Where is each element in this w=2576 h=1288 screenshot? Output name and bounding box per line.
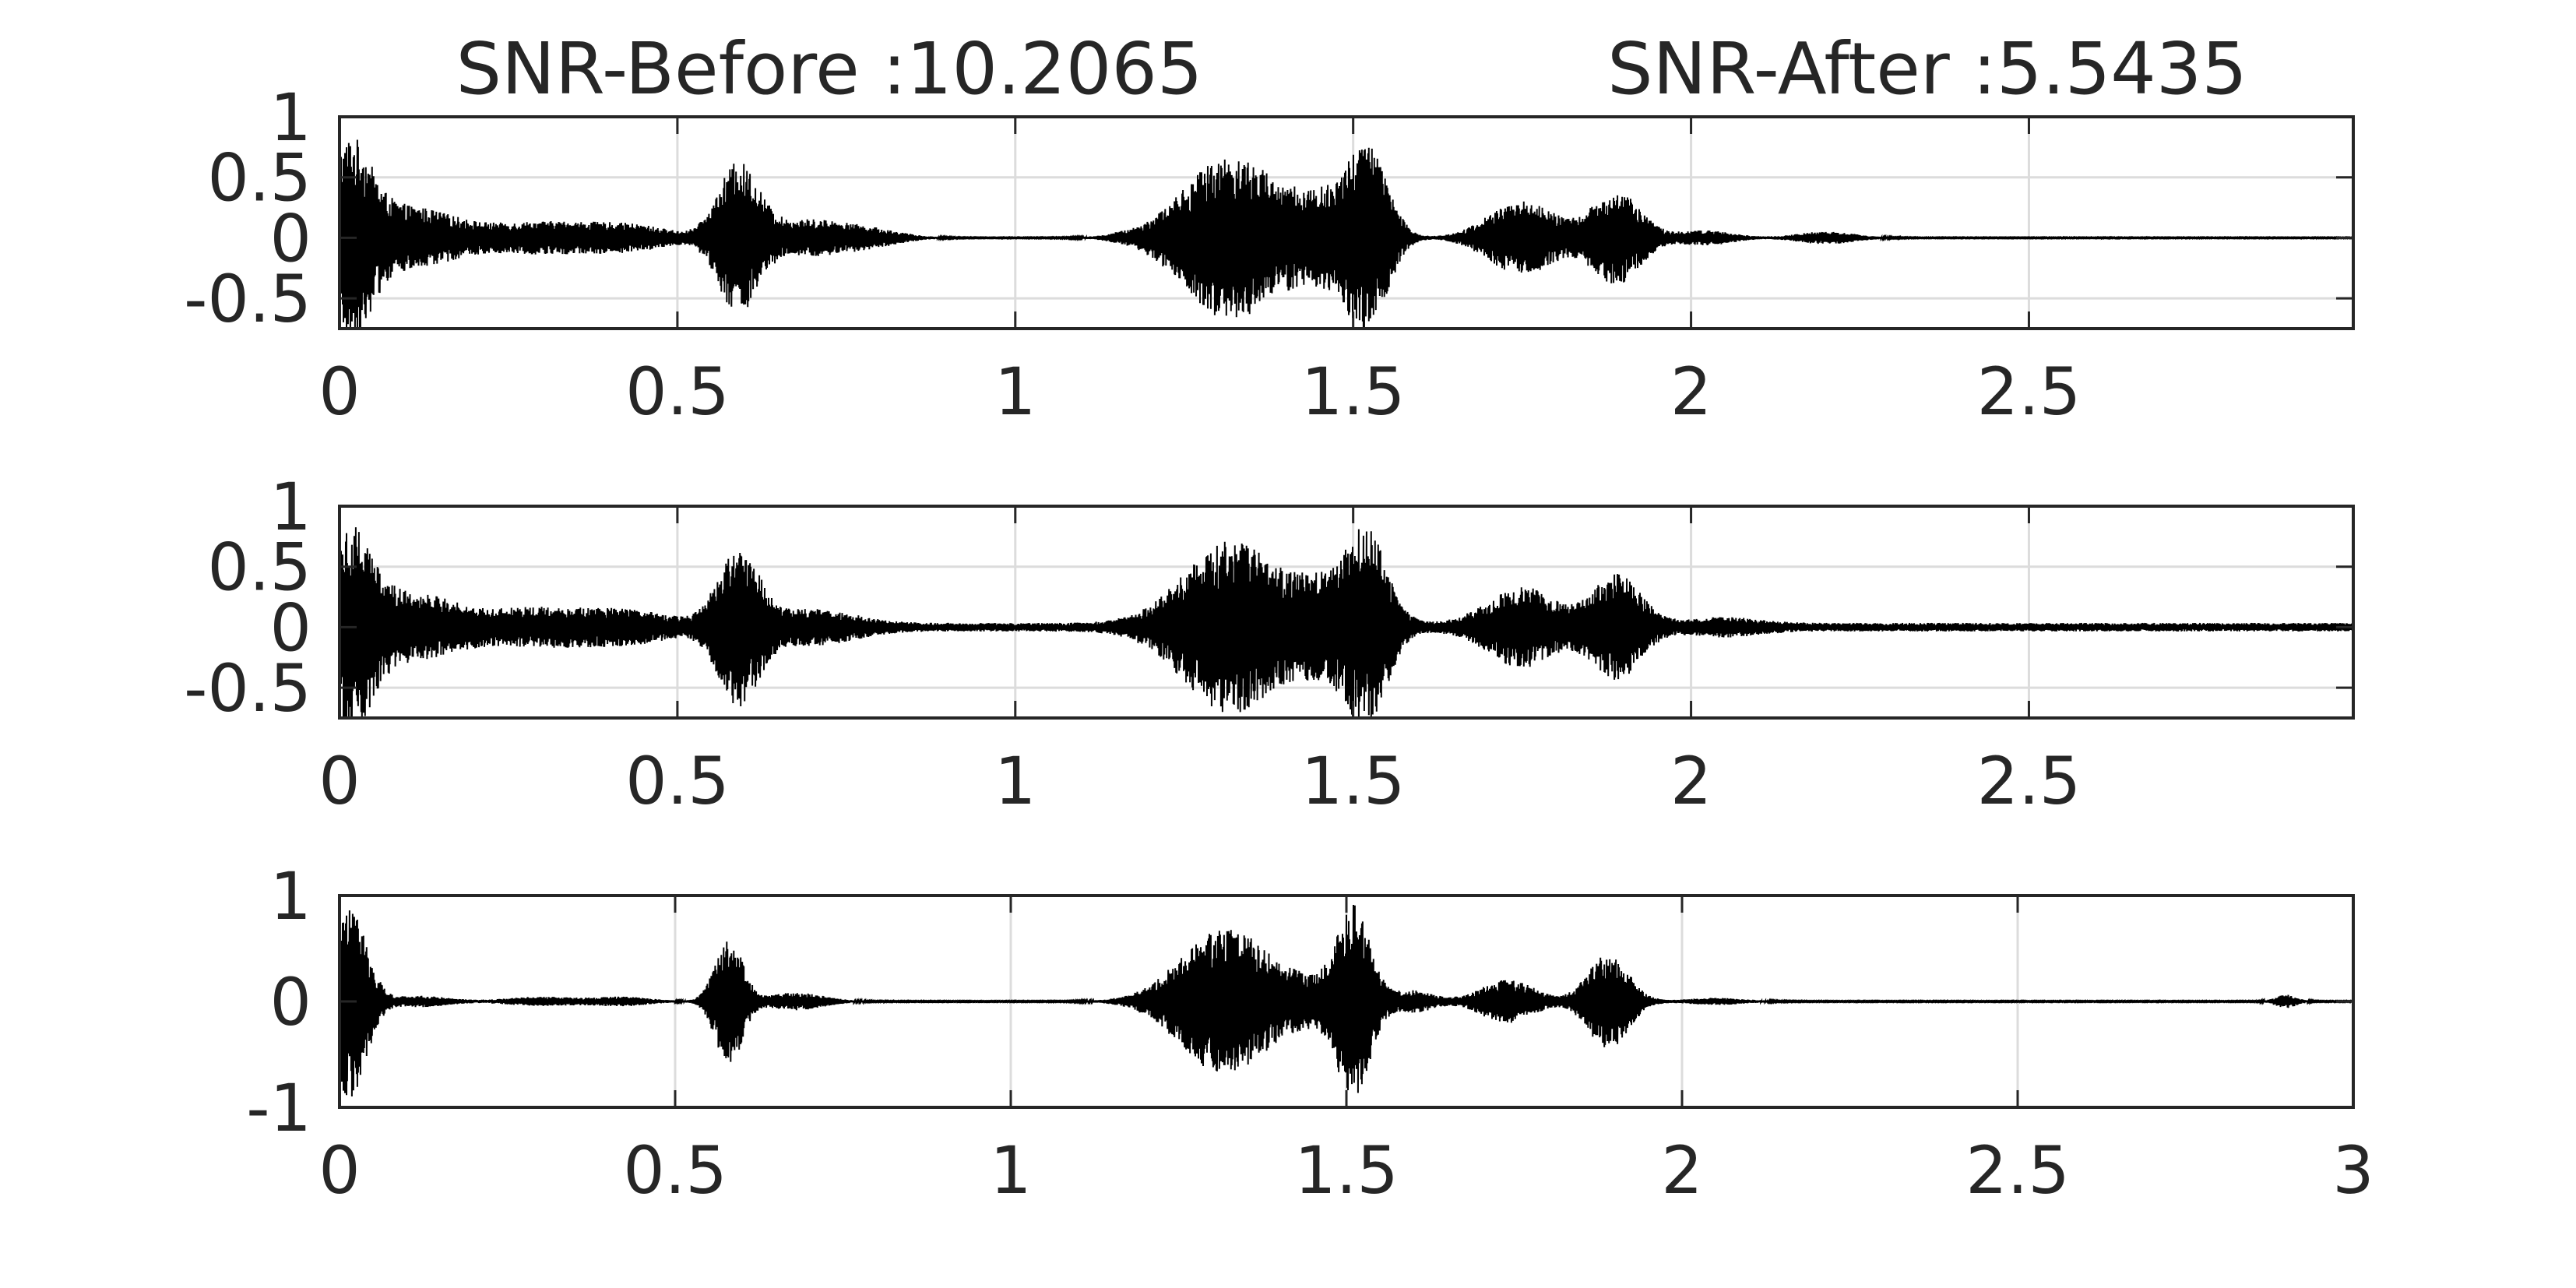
y-tick-label: 0 [270,964,311,1040]
x-tick-label: 2.5 [1965,1132,2070,1209]
x-tick-label: 3 [2332,1132,2374,1209]
subplot-2: 0 0.5 1 1.5 2 2.510.50-0.5 [184,469,2355,819]
x-tick-label: 2 [1661,1132,1702,1209]
y-tick-label: 0 [270,200,311,276]
waveform-series [339,139,2354,329]
y-tick-label: 0.5 [207,530,311,606]
waveform-series [339,527,2354,719]
y-tick-label: -0.5 [184,650,311,727]
axes-frame [338,115,2355,330]
x-tick-label: 0 [318,743,360,819]
subplot-1: 0 0.5 1 1.5 2 2.510.50-0.5 [184,79,2355,430]
x-tick-label: 0.5 [625,743,730,819]
x-tick-label: 1.5 [1301,354,1406,430]
y-tick-label: 1 [270,469,311,545]
x-tick-label: 0 [318,1132,360,1209]
x-tick-label: 1 [994,743,1036,819]
x-tick-label: 1 [994,354,1036,430]
waveform-series [339,904,2354,1097]
subplot-3: 0 0.5 1 1.5 2 2.5 310-1 [246,858,2374,1209]
x-tick-label: 1.5 [1294,1132,1399,1209]
x-tick-label: 0.5 [623,1132,727,1209]
x-tick-label: 0 [318,354,360,430]
y-tick-label: -0.5 [184,261,311,337]
x-tick-label: 1.5 [1301,743,1406,819]
y-tick-label: 1 [270,858,311,934]
x-tick-label: 2.5 [1977,354,2082,430]
y-tick-label: 0 [270,589,311,666]
y-tick-label: 0.5 [207,140,311,216]
y-tick-label: 1 [270,79,311,156]
snr-before-title: SNR-Before :10.2065 [456,27,1203,111]
snr-after-title: SNR-After :5.5435 [1607,27,2247,111]
x-tick-label: 2 [1670,743,1712,819]
x-tick-label: 0.5 [625,354,730,430]
axes-frame [338,505,2355,720]
x-tick-label: 2 [1670,354,1712,430]
x-tick-label: 1 [990,1132,1031,1209]
x-tick-label: 2.5 [1977,743,2082,819]
y-tick-label: -1 [246,1070,311,1146]
